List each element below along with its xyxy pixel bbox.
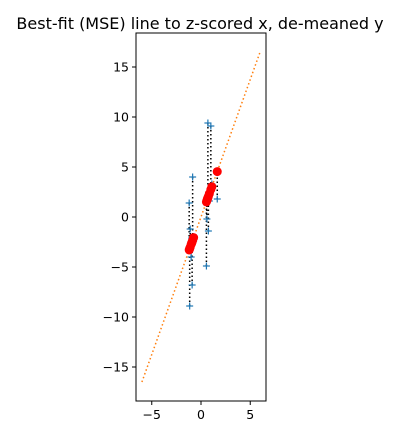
observed-point [204,227,212,235]
y-tick-label: 5 [121,160,129,175]
observed-point [202,262,210,270]
observed-point [207,122,215,130]
observed-point [187,253,195,261]
x-tick-label: 5 [246,407,254,422]
observed-point [189,173,197,181]
observed-point [204,119,212,127]
predicted-point [212,167,222,177]
observed-point [186,225,194,233]
plot-content [141,51,261,383]
observed-point [188,281,196,289]
y-tick-label: −5 [111,260,129,275]
plot-area [141,51,261,383]
predicted-point [189,233,199,243]
axes-frame [135,32,267,402]
y-tick-label: 0 [121,210,129,225]
x-tick-label: 0 [197,407,205,422]
y-tick-label: 15 [113,60,129,75]
x-tick-label: −5 [143,407,161,422]
observed-point [203,215,211,223]
observed-point [213,195,221,203]
observed-point [185,199,193,207]
axes: −5 0 5 −15 −10 −5 0 5 10 15 [103,32,267,422]
y-tick-label: −10 [103,310,129,325]
observed-point [186,302,194,310]
y-tick-label: −15 [103,360,129,375]
y-tick-label: 10 [113,110,129,125]
chart-title: Best-fit (MSE) line to z-scored x, de-me… [16,14,383,33]
predicted-point [207,182,217,192]
fit-line [141,51,261,383]
